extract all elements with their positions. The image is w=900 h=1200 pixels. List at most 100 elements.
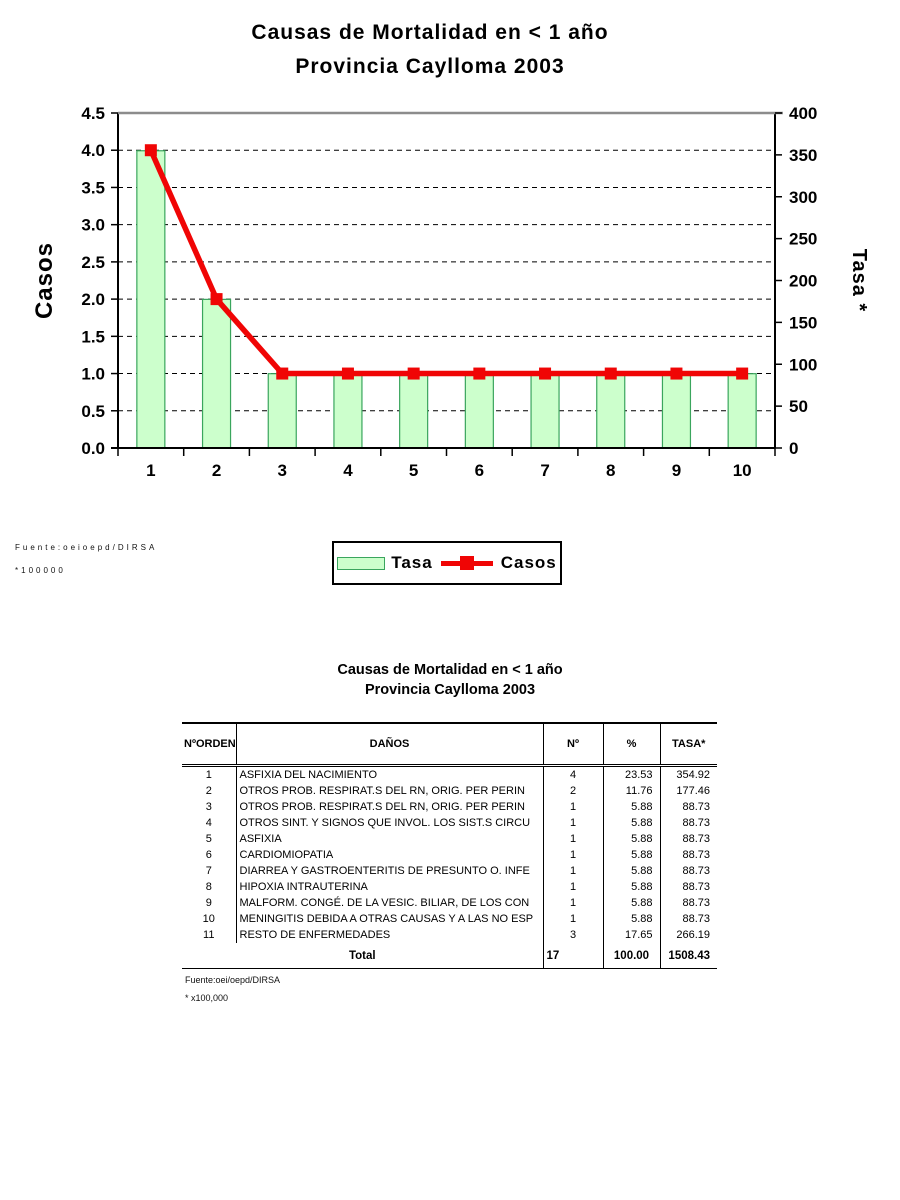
left-axis-tick-label: 3.0 xyxy=(81,216,105,235)
table-cell: 266.19 xyxy=(659,927,717,943)
table-cell: 11 xyxy=(203,929,215,941)
table-cell: 9 xyxy=(205,897,212,909)
casos-line xyxy=(148,149,743,377)
table-cell: 2 xyxy=(542,783,603,799)
table-total-cell: 17 xyxy=(542,943,603,969)
left-axis-tick-label: 2.5 xyxy=(81,253,105,272)
chart-legend: Tasa Casos xyxy=(332,541,562,585)
tasa-bars xyxy=(136,150,757,449)
table-cell: OTROS PROB. RESPIRAT.S DEL RN, ORIG. PER… xyxy=(235,799,543,815)
left-axis-tick-label: 0.0 xyxy=(81,439,105,458)
table-title-line2: Provincia Caylloma 2003 xyxy=(364,682,536,698)
tasa-bar xyxy=(596,373,626,449)
legend-square-marker-icon xyxy=(459,556,474,570)
table-cell: MALFORM. CONGÉ. DE LA VESIC. BILIAR, DE … xyxy=(235,895,543,911)
table-cell: 88.73 xyxy=(659,879,717,895)
table-cell: DIARREA Y GASTROENTERITIS DE PRESUNTO O.… xyxy=(235,863,543,879)
left-axis-tick-label: 2.0 xyxy=(81,290,105,309)
table-cell: HIPOXIA INTRAUTERINA xyxy=(235,879,543,895)
mortality-combo-chart: 0.0 0.5 1.0 1.5 2.0 2.5 3.0 3.5 4.0 4.5 0 50 100 150 2… xyxy=(31,104,870,480)
left-axis-title: Casos xyxy=(31,242,58,319)
table-source-line1: Fuente:oei/oepd/DIRSA xyxy=(185,975,281,985)
table-row: 9 MALFORM. CONGÉ. DE LA VESIC. BILIAR, DE… xyxy=(182,895,717,911)
table-cell: 2 xyxy=(205,785,212,797)
table-cell: 88.73 xyxy=(659,895,717,911)
table-cell: 3 xyxy=(205,801,212,813)
tasa-bar xyxy=(464,373,494,449)
table-cell: 6 xyxy=(205,849,212,861)
x-axis-category-label: 7 xyxy=(540,461,549,480)
table-cell: 1 xyxy=(542,895,603,911)
x-axis-category-label: 10 xyxy=(733,461,752,480)
x-axis-category-label: 8 xyxy=(606,461,615,480)
table-source-line2: * x100,000 xyxy=(185,993,229,1003)
chart-source-note: Fuente:oeioepd/DIRSA *100000 xyxy=(15,542,157,588)
right-axis-tick-label: 100 xyxy=(789,355,817,374)
casos-marker xyxy=(736,367,749,380)
tasa-bar xyxy=(661,373,692,449)
tasa-bar xyxy=(399,373,429,449)
tasa-bar xyxy=(333,373,363,449)
table-cell: 5.88 xyxy=(602,799,660,815)
right-axis-tick-label: 200 xyxy=(789,272,817,291)
casos-marker xyxy=(144,144,157,157)
right-axis-tick-label: 250 xyxy=(789,230,817,249)
tasa-bar xyxy=(267,373,297,449)
table-cell: 1 xyxy=(542,831,603,847)
x-axis-category-label: 6 xyxy=(475,461,484,480)
tasa-bar xyxy=(136,150,166,449)
tasa-bar xyxy=(201,298,232,449)
right-axis-tick-label: 50 xyxy=(789,397,808,416)
right-axis-tick-label: 150 xyxy=(789,313,817,332)
table-title-line1: Causas de Mortalidad en < 1 año xyxy=(337,662,563,678)
table-title: Causas de Mortalidad en < 1 año Provinci… xyxy=(0,660,900,700)
chart-source-line1: Fuente:oeioepd/DIRSA xyxy=(15,543,158,552)
table-cell: 17.65 xyxy=(602,927,660,943)
x-axis-category-label: 4 xyxy=(343,461,353,480)
table-cell: 8 xyxy=(205,881,212,893)
chart-source-line2: *100000 xyxy=(15,566,66,575)
table-header-cell: Nº xyxy=(542,722,603,767)
legend-tasa-label: Tasa xyxy=(391,553,433,572)
table-cell: 1 xyxy=(542,863,603,879)
left-axis-tick-label: 3.5 xyxy=(81,178,105,197)
axes: 0.0 0.5 1.0 1.5 2.0 2.5 3.0 3.5 4.0 4.5 0 50 100 150 2… xyxy=(81,104,817,480)
table-cell: 5.88 xyxy=(602,847,660,863)
table-cell: 1 xyxy=(542,847,603,863)
table-cell: 88.73 xyxy=(659,911,717,927)
table-cell: 3 xyxy=(542,927,603,943)
table-row: 2 OTROS PROB. RESPIRAT.S DEL RN, ORIG. PE… xyxy=(182,783,717,799)
table-row: 7 DIARREA Y GASTROENTERITIS DE PRESUNTO O… xyxy=(182,863,717,879)
right-axis-tick-label: 0 xyxy=(789,439,798,458)
table-header-cell: % xyxy=(602,722,660,767)
tasa-bar xyxy=(727,373,757,449)
table-total-cell: 100.00 xyxy=(602,943,660,969)
table-row: 6 CARDIOMIOPATIA 1 5.88 88.73 xyxy=(182,847,717,863)
table-total-cell: Total xyxy=(182,943,543,969)
table-cell: 1 xyxy=(205,769,212,781)
tasa-bar-swatch-icon xyxy=(337,556,386,570)
x-axis-category-label: 5 xyxy=(409,461,418,480)
table-cell: 88.73 xyxy=(659,799,717,815)
table-header-cell: DAÑOS xyxy=(235,722,543,767)
casos-marker xyxy=(276,367,289,380)
mortality-table: NºORDEN DAÑOS Nº% TASA* 1 ASFIXIA DEL NACIMIE… xyxy=(182,722,717,969)
table-cell: 23.53 xyxy=(602,765,660,783)
right-axis-tick-label: 350 xyxy=(789,146,817,165)
legend-casos-label: Casos xyxy=(500,553,557,572)
table-cell: 7 xyxy=(205,865,212,877)
table-cell: MENINGITIS DEBIDA A OTRAS CAUSAS Y A LAS… xyxy=(235,911,543,927)
table-row: 1 ASFIXIA DEL NACIMIENTO 4 23.53 354.92 xyxy=(182,765,717,783)
left-axis-tick-label: 1.5 xyxy=(81,327,105,346)
table-header-cell: NºORDEN xyxy=(182,722,236,767)
casos-marker xyxy=(670,367,683,380)
right-axis-tick-label: 300 xyxy=(789,188,817,207)
table-cell: 1 xyxy=(542,799,603,815)
casos-marker xyxy=(604,367,617,380)
casos-marker xyxy=(407,367,420,380)
table-cell: 88.73 xyxy=(659,863,717,879)
left-axis-tick-label: 1.0 xyxy=(81,365,105,384)
table-cell: ASFIXIA DEL NACIMIENTO xyxy=(235,765,543,783)
table-cell: OTROS SINT. Y SIGNOS QUE INVOL. LOS SIST… xyxy=(235,815,543,831)
tasa-bar xyxy=(530,373,560,449)
